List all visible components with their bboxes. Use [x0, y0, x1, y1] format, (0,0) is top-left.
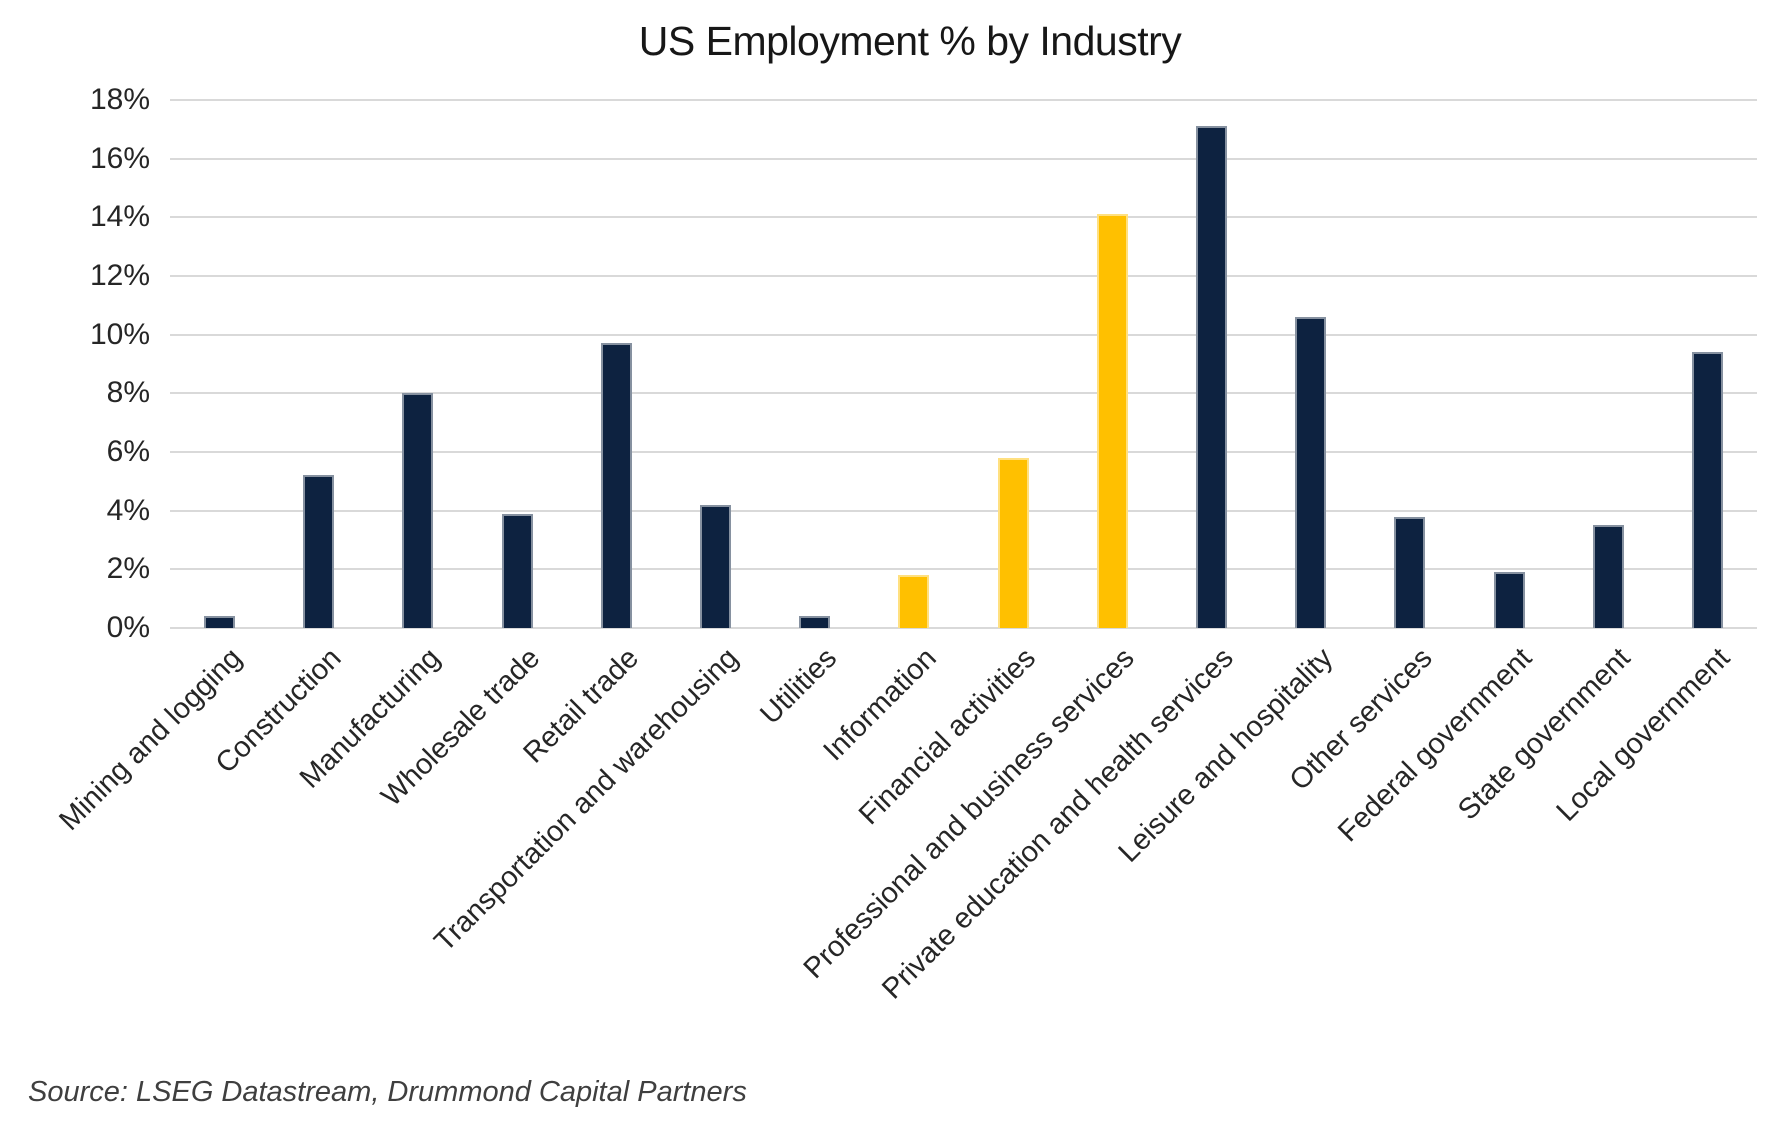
y-axis-tick-label: 8%: [106, 376, 150, 410]
bar-local-government: [1691, 352, 1723, 628]
x-axis-label: Utilities: [754, 642, 844, 731]
bar-retail-trade: [600, 343, 632, 628]
bar-financial-activities: [997, 457, 1029, 628]
bar-mining-and-logging: [204, 616, 236, 628]
x-axis-label: Mining and logging: [53, 642, 249, 837]
y-axis-tick-label: 0%: [106, 611, 150, 644]
bar-state-government: [1592, 525, 1624, 628]
chart-title: US Employment % by Industry: [638, 18, 1182, 64]
bar-manufacturing: [402, 393, 434, 628]
bar-federal-government: [1493, 572, 1525, 628]
gridline: [170, 157, 1757, 160]
bar-transportation-and-warehousing: [700, 504, 732, 628]
source-note: Source: LSEG Datastream, Drummond Capita…: [28, 1076, 747, 1108]
bar-information: [898, 575, 930, 628]
x-axis-label: Federal government: [1331, 642, 1538, 849]
y-axis-tick-label: 6%: [106, 435, 150, 468]
gridline: [170, 627, 1757, 629]
y-axis-tick-label: 18%: [89, 83, 150, 116]
bar-private-education-and-health-services: [1195, 126, 1227, 628]
gridline: [170, 451, 1757, 453]
y-axis-tick-label: 12%: [89, 259, 150, 292]
x-axis-label: State government: [1452, 642, 1637, 827]
x-axis-label: Financial activities: [852, 642, 1042, 832]
x-axis-label: Private education and health services: [876, 642, 1241, 1006]
gridline: [170, 275, 1757, 277]
bar-other-services: [1394, 516, 1426, 628]
gridline: [170, 216, 1757, 219]
bar-utilities: [799, 616, 831, 628]
gridline: [170, 509, 1757, 512]
gridline: [170, 568, 1757, 571]
bar-professional-and-business-services: [1096, 214, 1128, 628]
y-axis-tick-label: 14%: [89, 200, 150, 234]
gridline: [170, 392, 1757, 395]
y-axis-tick-label: 16%: [89, 141, 150, 175]
bar-leisure-and-hospitality: [1295, 317, 1327, 628]
bar-wholesale-trade: [501, 513, 533, 628]
gridline: [170, 333, 1757, 336]
x-axis-label: Local government: [1550, 642, 1737, 828]
y-axis-tick-label: 2%: [106, 552, 150, 586]
y-axis-tick-label: 4%: [106, 493, 150, 527]
gridline: [170, 99, 1757, 101]
y-axis-tick-label: 10%: [89, 317, 150, 351]
bar-construction: [303, 475, 335, 628]
